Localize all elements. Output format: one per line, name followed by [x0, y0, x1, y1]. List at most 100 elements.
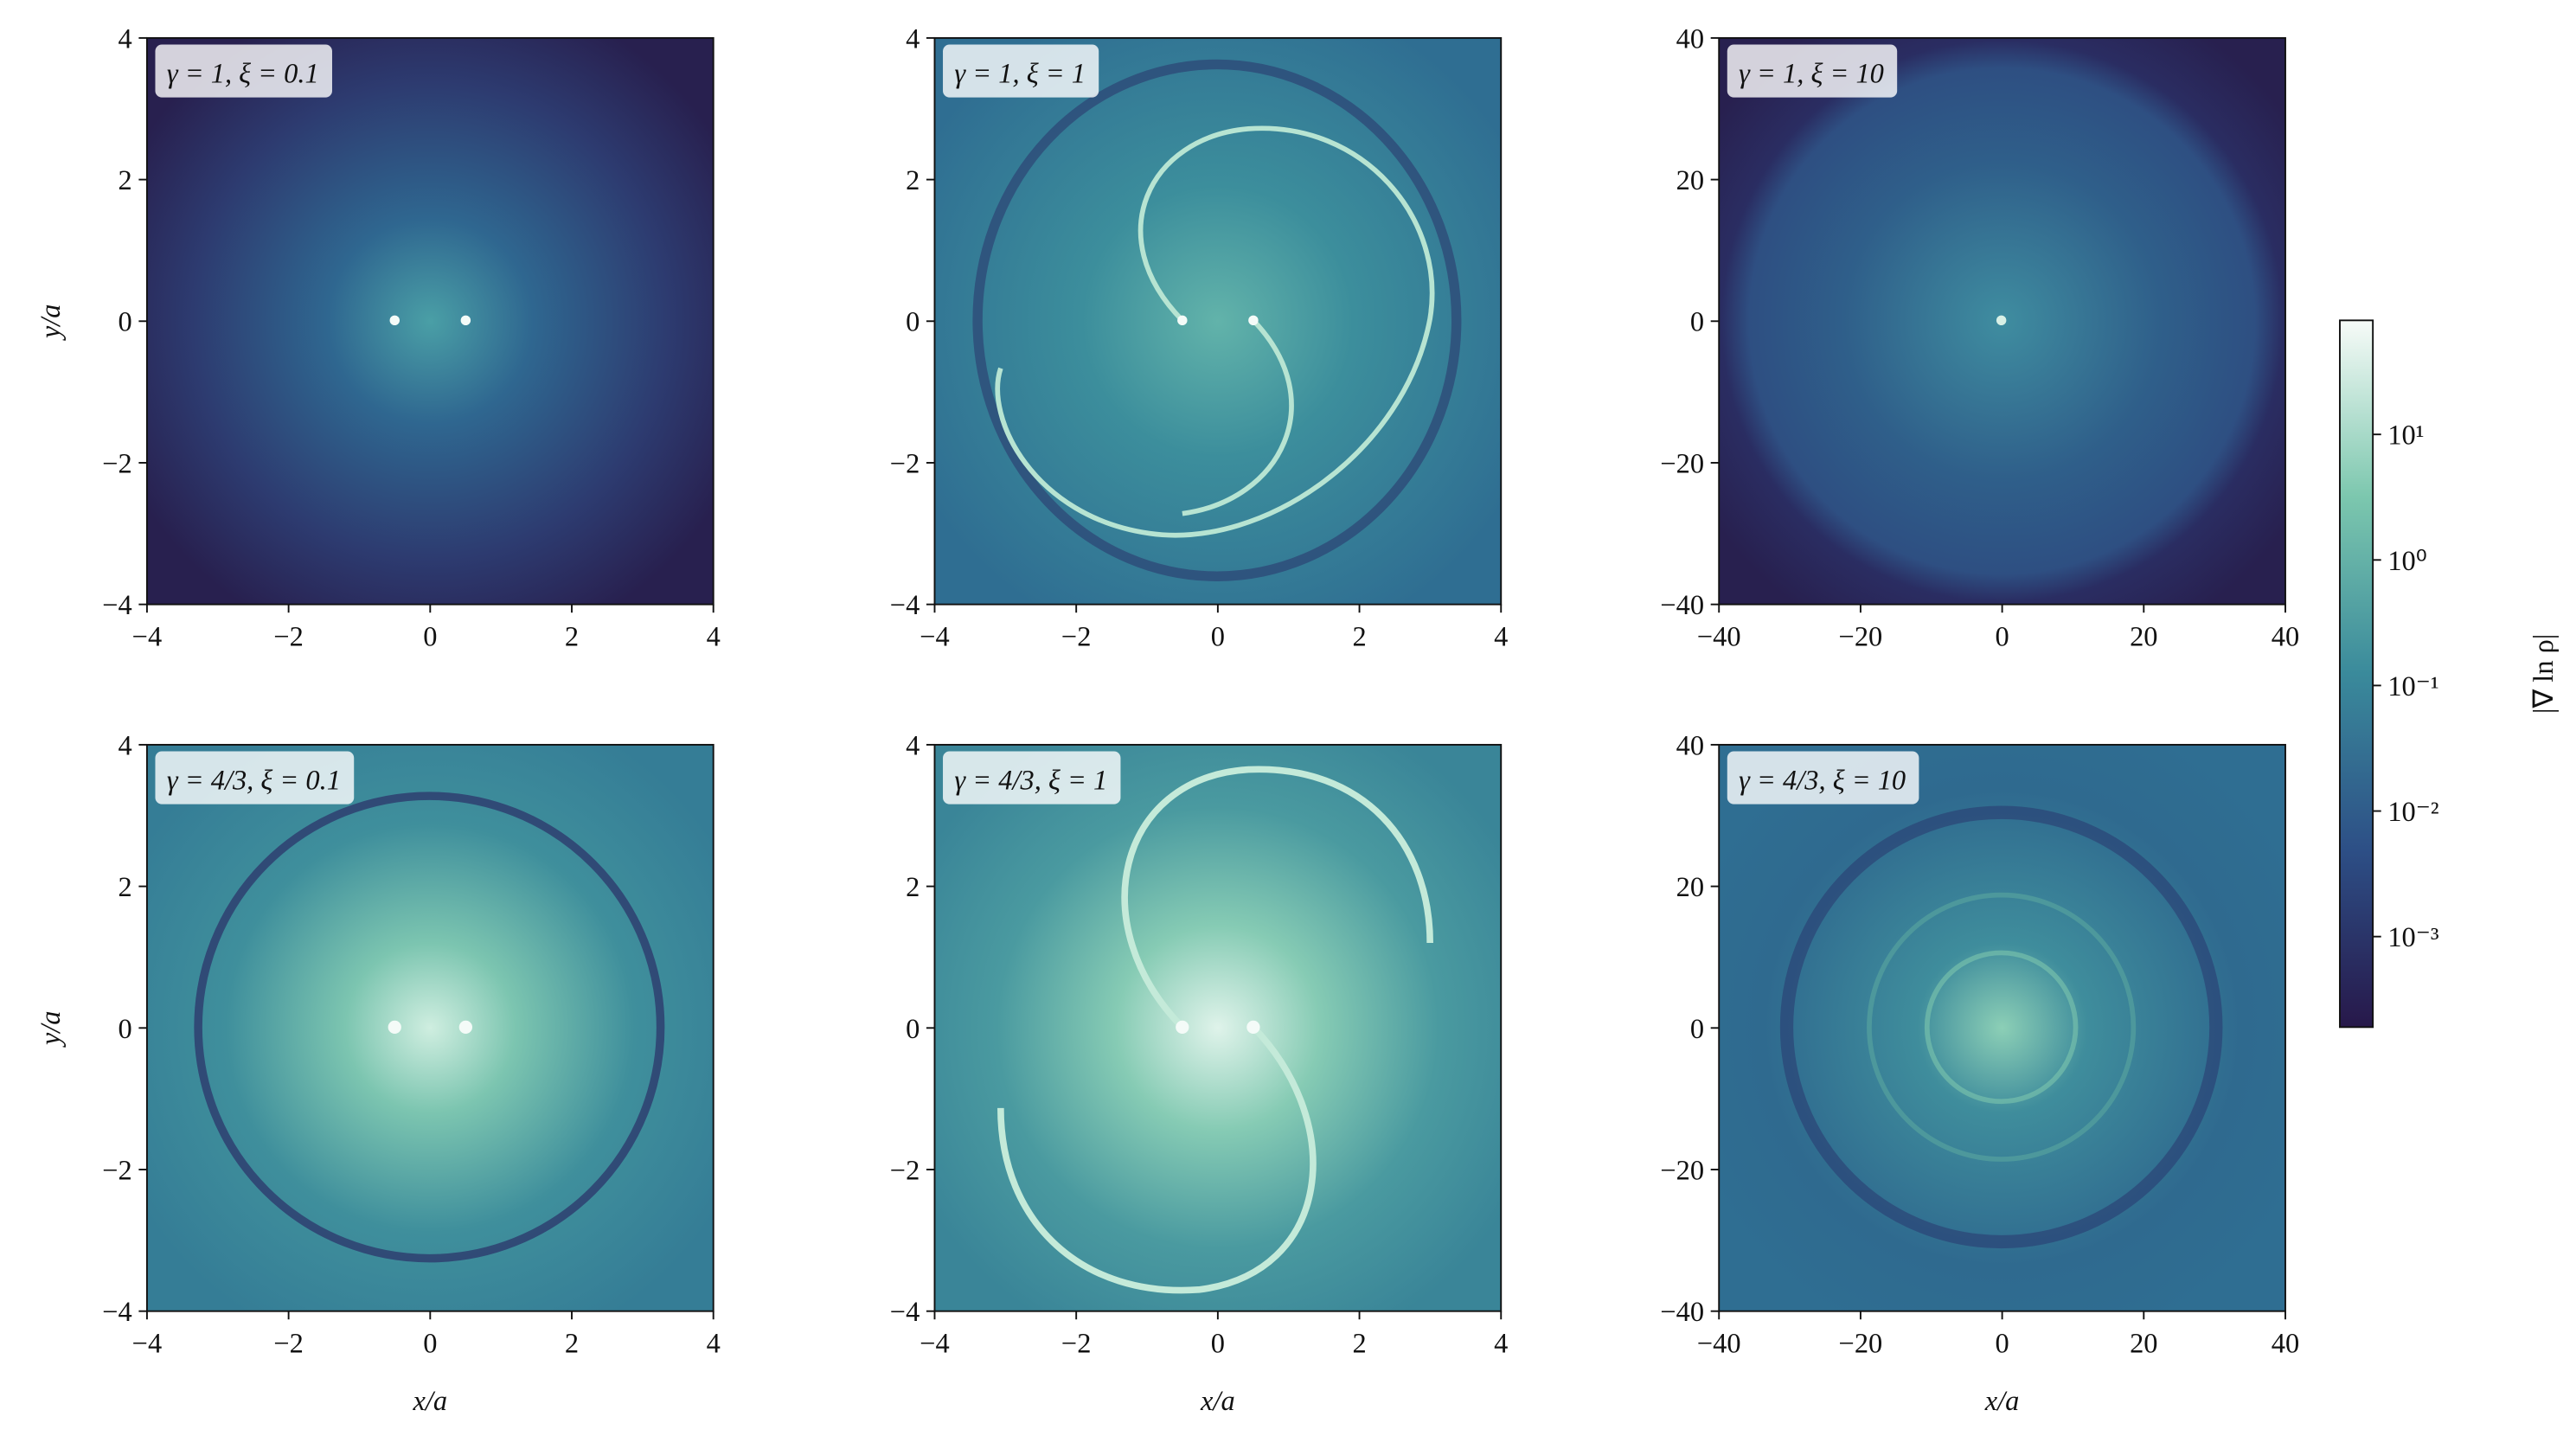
feature	[1121, 766, 1433, 1030]
x-tick-label: 4	[1494, 1328, 1508, 1359]
x-tick-label: 4	[707, 621, 721, 652]
label-box	[155, 44, 332, 98]
y-tick-label: −4	[890, 1297, 920, 1328]
panel: −40 −20 0 20 40 −40 −20 0 20 40 x/a γ = 4/3, ξ = 10	[1660, 730, 2299, 1417]
heatmap	[146, 744, 714, 1311]
x-tick-label: 40	[2272, 1328, 2299, 1359]
y-tick-label: 4	[906, 730, 920, 761]
field-features	[997, 766, 1433, 1294]
x-tick-label: −4	[920, 1328, 950, 1359]
feature	[194, 792, 665, 1263]
colorbar-tick-label: 10⁻³	[2387, 922, 2439, 953]
x-tick-label: 4	[707, 1328, 721, 1359]
x-tick-label: 2	[565, 1328, 579, 1359]
x-tick-label: −2	[1061, 1328, 1092, 1359]
y-tick-label: 20	[1676, 165, 1704, 196]
y-tick-label: −4	[102, 1297, 132, 1328]
colorbar-gradient	[2339, 319, 2374, 1029]
y-tick-label: −20	[1660, 448, 1704, 479]
colorbar: 10⁻³ 10⁻² 10⁻¹ 10⁰ 10¹ |∇ ln ρ|	[2339, 319, 2560, 1029]
y-tick-label: 0	[119, 1014, 132, 1045]
x-tick-label: −2	[1061, 621, 1092, 652]
panel-label: γ = 1, ξ = 0.1	[167, 58, 319, 89]
colorbar-tick-label: 10⁻²	[2387, 797, 2438, 828]
label-box	[155, 751, 355, 805]
y-tick-label: −2	[890, 448, 920, 479]
y-tick-label: 2	[906, 165, 920, 196]
y-axis-label: y/a	[35, 1010, 67, 1048]
x-tick-label: 20	[2130, 1328, 2157, 1359]
y-tick-label: 4	[906, 23, 920, 54]
y-tick-label: −2	[102, 1155, 132, 1186]
y-tick-label: 4	[119, 730, 132, 761]
feature	[1182, 318, 1294, 516]
x-tick-label: −4	[132, 621, 163, 652]
x-tick-label: −2	[273, 621, 304, 652]
y-tick-label: −2	[102, 448, 132, 479]
colorbar-tick-label: 10⁰	[2387, 546, 2426, 577]
feature	[1177, 315, 1188, 326]
x-tick-label: 2	[1352, 621, 1366, 652]
feature	[997, 1024, 1317, 1294]
feature	[972, 59, 1462, 581]
y-tick-label: 0	[906, 1014, 920, 1045]
x-tick-label: −20	[1839, 1328, 1883, 1359]
x-tick-label: 0	[1211, 1328, 1225, 1359]
y-tick-label: 2	[906, 872, 920, 903]
x-axis-label: x/a	[412, 1386, 447, 1417]
y-tick-label: 20	[1676, 872, 1704, 903]
panel: −4 −2 0 2 4 −4 −2 0 2 4 γ = 1, ξ = 1	[890, 23, 1509, 652]
y-tick-label: 40	[1676, 23, 1704, 54]
x-tick-label: 0	[1211, 621, 1225, 652]
y-tick-label: 0	[1690, 1014, 1704, 1045]
field-features	[194, 792, 665, 1263]
panel-label: γ = 4/3, ξ = 10	[1739, 765, 1906, 796]
x-tick-label: −40	[1697, 1328, 1741, 1359]
colorbar-tick-label: 10¹	[2387, 420, 2424, 452]
label-box	[1727, 44, 1898, 98]
panel-label: γ = 1, ξ = 10	[1739, 58, 1884, 89]
feature	[1779, 805, 2223, 1249]
x-tick-label: 0	[423, 621, 437, 652]
x-tick-label: 0	[1996, 1328, 2009, 1359]
feature	[458, 1020, 472, 1034]
field-features	[1779, 805, 2223, 1249]
feature	[1924, 950, 2079, 1105]
y-tick-label: 2	[119, 165, 132, 196]
y-tick-label: −2	[890, 1155, 920, 1186]
y-tick-label: 0	[119, 307, 132, 338]
feature	[389, 315, 400, 326]
y-tick-label: 4	[119, 23, 132, 54]
panel: −4 −2 0 2 4 −4 −2 0 2 4 y/a γ = 1, ξ = 0.1	[35, 23, 721, 652]
y-tick-label: 0	[1690, 307, 1704, 338]
heatmap	[146, 37, 714, 605]
panel: −40 −20 0 20 40 −40 −20 0 20 40 γ = 1, ξ = 10	[1660, 23, 2299, 652]
feature	[1248, 315, 1259, 326]
x-tick-label: 0	[423, 1328, 437, 1359]
feature	[1867, 892, 2137, 1162]
x-tick-label: 2	[565, 621, 579, 652]
y-tick-label: −40	[1660, 1297, 1704, 1328]
field-features	[389, 315, 471, 326]
label-box	[1727, 751, 1919, 805]
y-tick-label: 2	[119, 872, 132, 903]
heatmap	[1719, 744, 2285, 1311]
label-box	[943, 751, 1121, 805]
panel: −4 −2 0 2 4 −4 −2 0 2 4 x/a γ = 4/3, ξ = 1	[890, 730, 1509, 1417]
feature	[460, 315, 471, 326]
y-axis-label: y/a	[35, 304, 67, 341]
feature	[1176, 1020, 1189, 1034]
panel: −4 −2 0 2 4 −4 −2 0 2 4 x/a y/a γ = 4/3, ξ = 0.1	[35, 730, 721, 1417]
colorbar-label: |∇ ln ρ|	[2528, 634, 2560, 714]
feature	[995, 125, 1435, 538]
y-tick-label: −40	[1660, 590, 1704, 621]
x-tick-label: 4	[1494, 621, 1508, 652]
x-axis-label: x/a	[1984, 1386, 2020, 1417]
x-tick-label: 40	[2272, 621, 2299, 652]
panel-label: γ = 1, ξ = 1	[954, 58, 1086, 89]
y-tick-label: 0	[906, 307, 920, 338]
x-tick-label: −20	[1839, 621, 1883, 652]
heatmap	[934, 37, 1502, 605]
